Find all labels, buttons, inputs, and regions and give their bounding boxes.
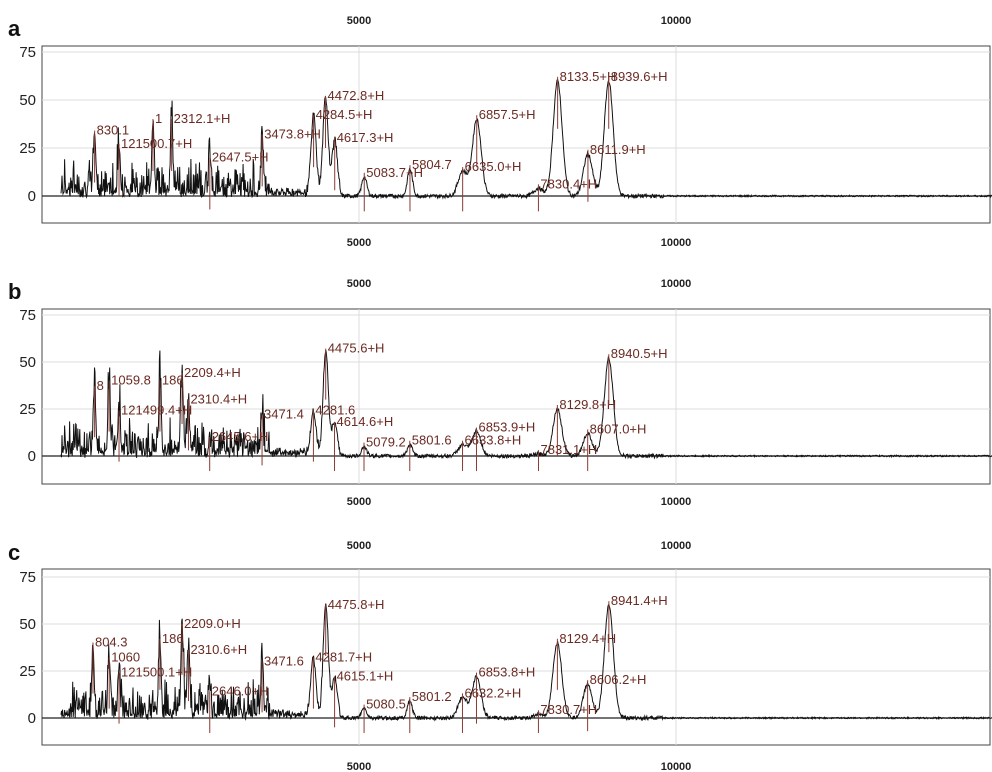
peak-label: 186 [162, 373, 184, 388]
peak-label: 5801.6 [412, 433, 452, 448]
x-tick-label-bottom: 5000 [347, 761, 371, 772]
peak-label: 4475.8+H [328, 597, 385, 612]
panel-letter: a [8, 16, 21, 41]
panel-letter: c [8, 540, 20, 565]
peak-label: 4615.1+H [337, 668, 394, 683]
peak-label: 3471.4 [264, 406, 304, 421]
peak-label: 2310.4+H [190, 391, 247, 406]
peak-label: 8129.4+H [559, 631, 616, 646]
x-tick-label-top: 5000 [347, 15, 371, 27]
peak-label: 8941.4+H [611, 593, 668, 608]
peak-label: 8940.5+H [611, 346, 668, 361]
peak-label: 4281.6 [315, 403, 355, 418]
y-tick-label: 0 [28, 188, 36, 205]
peak-label: 6632.2+H [464, 685, 521, 700]
x-tick-label-bottom: 10000 [661, 761, 692, 772]
peak-label: 2647.5+H [212, 149, 269, 164]
peak-label: 6857.5+H [479, 107, 536, 122]
peak-label: 8 [97, 378, 104, 393]
peak-label: 6853.9+H [478, 420, 535, 435]
y-tick-label: 25 [19, 140, 36, 157]
y-tick-label: 0 [28, 448, 36, 465]
x-tick-label-bottom: 10000 [661, 496, 692, 508]
y-tick-label: 50 [19, 92, 36, 109]
spectrum-trace [60, 78, 992, 200]
x-tick-label-top: 10000 [661, 15, 692, 27]
x-tick-label-top: 5000 [347, 540, 371, 552]
peak-label: 1059.8 [111, 373, 151, 388]
peak-label: 8607.0+H [590, 421, 647, 436]
y-tick-label: 25 [19, 663, 36, 680]
x-tick-label-top: 10000 [661, 540, 692, 552]
peak-label: 6633.8+H [465, 433, 522, 448]
peak-label: 3473.8+H [264, 126, 321, 141]
peak-label: 7830.7+H [540, 702, 597, 717]
x-tick-label-bottom: 10000 [661, 237, 692, 249]
plot-frame [41, 568, 991, 746]
peak-label: 2312.1+H [174, 111, 231, 126]
peak-label: 2209.4+H [184, 365, 241, 380]
peak-label: 6853.8+H [478, 665, 535, 680]
y-tick-label: 75 [19, 307, 36, 324]
x-tick-label-top: 5000 [347, 278, 371, 290]
peak-label: 8129.8+H [559, 397, 616, 412]
peak-label: 7830.4+H [540, 176, 597, 191]
y-tick-label: 75 [19, 44, 36, 61]
peak-label: 4472.8+H [328, 88, 385, 103]
peak-label: 4614.6+H [337, 414, 394, 429]
y-tick-label: 75 [19, 569, 36, 586]
peak-label: 5804.7 [412, 157, 452, 172]
peak-label: 2209.0+H [184, 616, 241, 631]
peak-label: 5079.2 [366, 435, 406, 450]
y-tick-label: 0 [28, 710, 36, 727]
x-tick-label-top: 10000 [661, 278, 692, 290]
peak-label: 5080.5 [366, 697, 406, 712]
peak-label: 121500.1+H [121, 665, 192, 680]
x-tick-label-bottom: 5000 [347, 237, 371, 249]
peak-label: 5083.7+H [366, 165, 423, 180]
panel-letter: b [8, 279, 21, 304]
peak-label: 1 [155, 111, 162, 126]
peak-label: 6635.0+H [465, 159, 522, 174]
peak-label: 2646.0+H [212, 683, 269, 698]
peak-label: 1060 [111, 650, 140, 665]
peak-label: 830.1 [97, 123, 130, 138]
y-tick-label: 25 [19, 401, 36, 418]
peak-label: 5801.2 [412, 689, 452, 704]
peak-label: 2310.6+H [190, 642, 247, 657]
x-tick-label-bottom: 5000 [347, 496, 371, 508]
plot-frame [41, 308, 991, 485]
spectrum-trace [60, 350, 992, 460]
peak-label: 8606.2+H [590, 672, 647, 687]
peak-label: 4281.7+H [315, 650, 372, 665]
peak-label: 8611.9+H [590, 142, 646, 157]
peak-label: 3471.6 [264, 653, 304, 668]
peak-label: 121499.4+H [121, 403, 192, 418]
peak-label: 4475.6+H [328, 341, 385, 356]
spectrum-trace [60, 603, 992, 722]
y-tick-label: 50 [19, 616, 36, 633]
peak-label: 121500.7+H [121, 136, 192, 151]
peak-label: 804.3 [95, 635, 128, 650]
spectrum-panel-b: b 75 50 25 0 5000 5000 10000 10000 8 1059.8 121499.… [8, 278, 992, 508]
peak-label: 4617.3+H [337, 130, 394, 145]
spectrum-panel-c: c 75 50 25 0 5000 5000 10000 10000 804.3106012150… [8, 540, 992, 772]
peak-label: 7831.1+H [540, 442, 597, 457]
peak-label: 186 [162, 631, 184, 646]
spectrum-panel-a: a 75 50 25 0 5000 5000 10000 10000 830.1121500.7+… [8, 15, 992, 249]
peak-label: 2645.6+H [212, 429, 269, 444]
peak-label: 4284.5+H [316, 107, 373, 122]
peak-label: 8939.6+H [611, 69, 668, 84]
y-tick-label: 50 [19, 354, 36, 371]
peak-label: 8133.5+H [560, 69, 617, 84]
